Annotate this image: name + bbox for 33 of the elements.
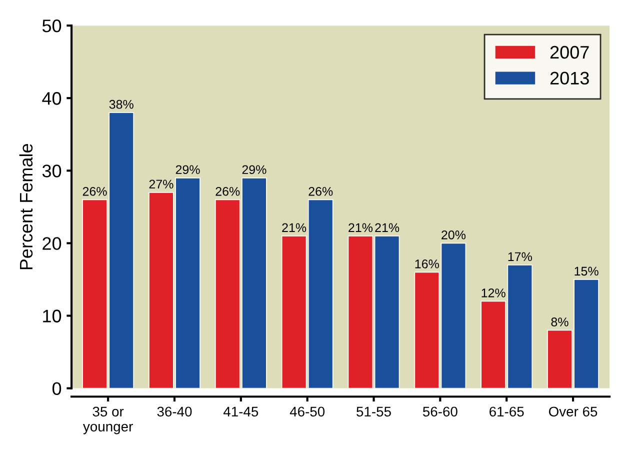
y-tick-label: 30: [42, 164, 62, 178]
x-tick-label: 51-55: [356, 406, 391, 417]
data-label: 15%: [574, 266, 598, 276]
data-label: 12%: [482, 288, 506, 298]
data-label: 38%: [109, 100, 134, 109]
data-label: 16%: [415, 260, 439, 268]
x-tick-label: 36-40: [157, 406, 192, 417]
data-label: 21%: [348, 223, 373, 232]
legend-label: 2013: [550, 72, 589, 85]
data-label: 29%: [242, 165, 266, 174]
x-tick-label: 61-65: [490, 406, 524, 417]
data-label: 26%: [216, 186, 240, 196]
y-tick-label: 0: [52, 382, 62, 395]
x-tick-label: 56-60: [422, 406, 458, 417]
data-label: 8%: [551, 318, 568, 326]
data-label: 17%: [508, 252, 532, 262]
x-tick-label: 41-45: [223, 406, 258, 417]
data-label: 21%: [375, 223, 400, 232]
y-tick-label: 40: [42, 92, 62, 105]
data-label: 26%: [308, 186, 333, 196]
data-label: 21%: [282, 223, 306, 232]
x-tick-label: 35 or younger: [83, 406, 133, 434]
x-tick-label: 46-50: [290, 406, 325, 417]
y-tick-label: 20: [42, 237, 62, 250]
y-axis-title: Percent Female: [19, 144, 33, 270]
y-tick-label: 10: [43, 310, 62, 322]
y-tick-label: 50: [42, 20, 62, 32]
legend-label: 2007: [550, 46, 589, 59]
data-label: 26%: [82, 186, 107, 196]
x-tick-label: Over 65: [548, 406, 598, 417]
data-label: 27%: [149, 180, 174, 189]
data-label: 29%: [176, 165, 200, 174]
data-label: 20%: [442, 230, 466, 240]
